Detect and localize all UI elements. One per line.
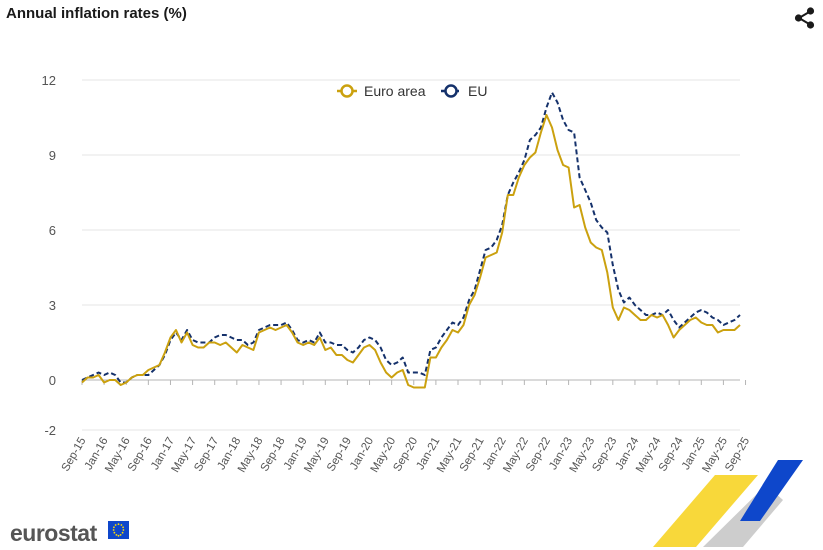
legend-label-euro-area: Euro area xyxy=(364,83,426,99)
legend-marker-eu xyxy=(444,84,458,98)
share-icon[interactable] xyxy=(793,6,817,30)
y-tick-label: -2 xyxy=(44,423,56,438)
y-tick-label: 6 xyxy=(49,223,56,238)
chart-title: Annual inflation rates (%) xyxy=(6,5,187,22)
legend-item-eu[interactable]: EU xyxy=(441,83,487,99)
y-tick-label: 3 xyxy=(49,298,56,313)
gridlines xyxy=(82,79,740,431)
series-line-euro-area[interactable] xyxy=(81,114,741,389)
legend-item-euro-area[interactable]: Euro area xyxy=(337,83,426,99)
legend-marker-euro-area xyxy=(340,84,354,98)
legend-label-eu: EU xyxy=(468,83,487,99)
series-lines xyxy=(81,91,741,389)
brand-graphic xyxy=(653,460,803,547)
eurostat-logo: eurostat xyxy=(10,520,97,546)
eu-flag-icon xyxy=(108,521,129,539)
series-line-eu[interactable] xyxy=(81,91,741,384)
y-tick-label: 9 xyxy=(49,148,56,163)
legend[interactable]: Euro area EU xyxy=(337,83,487,99)
y-tick-label: 12 xyxy=(42,73,56,88)
y-tick-label: 0 xyxy=(49,373,56,388)
y-axis: -2 0 3 6 9 12 xyxy=(42,73,56,438)
